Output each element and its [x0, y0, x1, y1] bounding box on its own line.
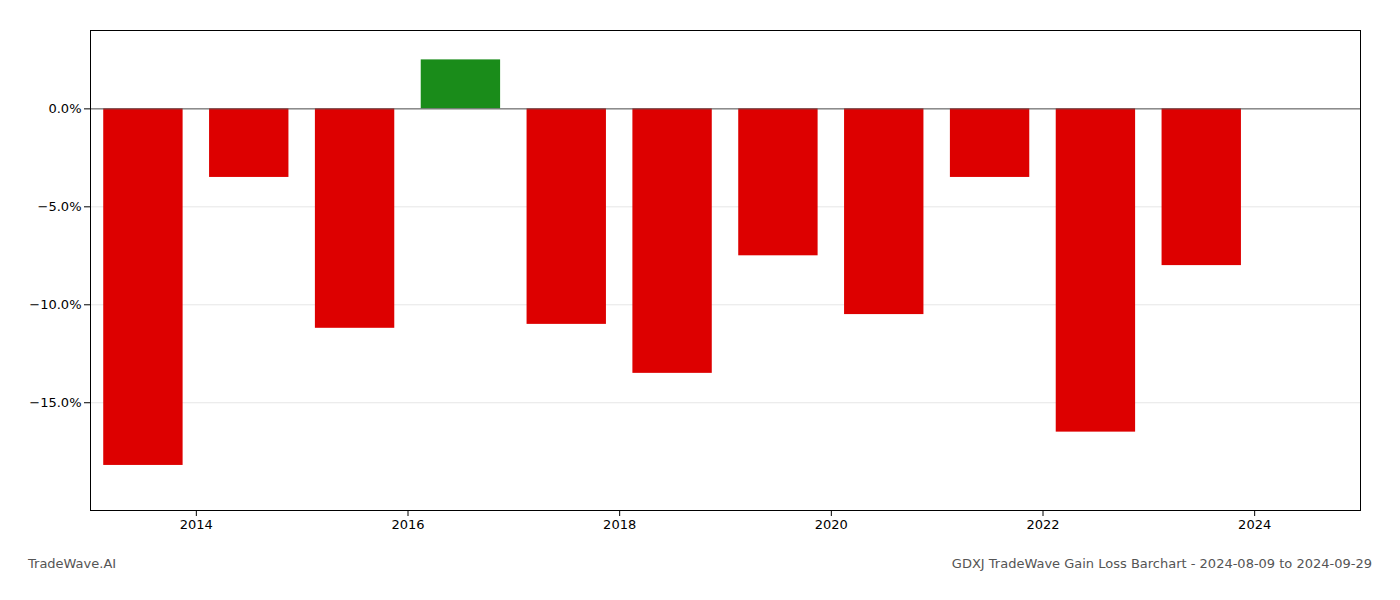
svg-text:−15.0%: −15.0% [29, 395, 81, 410]
svg-text:2022: 2022 [1026, 517, 1059, 532]
svg-text:−10.0%: −10.0% [29, 297, 81, 312]
svg-text:2020: 2020 [815, 517, 848, 532]
html-text:TradeWave.AI: TradeWave.AI [28, 556, 117, 571]
svg-text:0.0%: 0.0% [48, 101, 81, 116]
svg-text:2014: 2014 [180, 517, 213, 532]
svg-text:−5.0%: −5.0% [38, 199, 82, 214]
svg-text:2016: 2016 [391, 517, 424, 532]
svg-text:2018: 2018 [603, 517, 636, 532]
html-text:GDXJ TradeWave Gain Loss Barch: GDXJ TradeWave Gain Loss Barchart - 2024… [951, 556, 1372, 571]
svg-text:2024: 2024 [1238, 517, 1271, 532]
